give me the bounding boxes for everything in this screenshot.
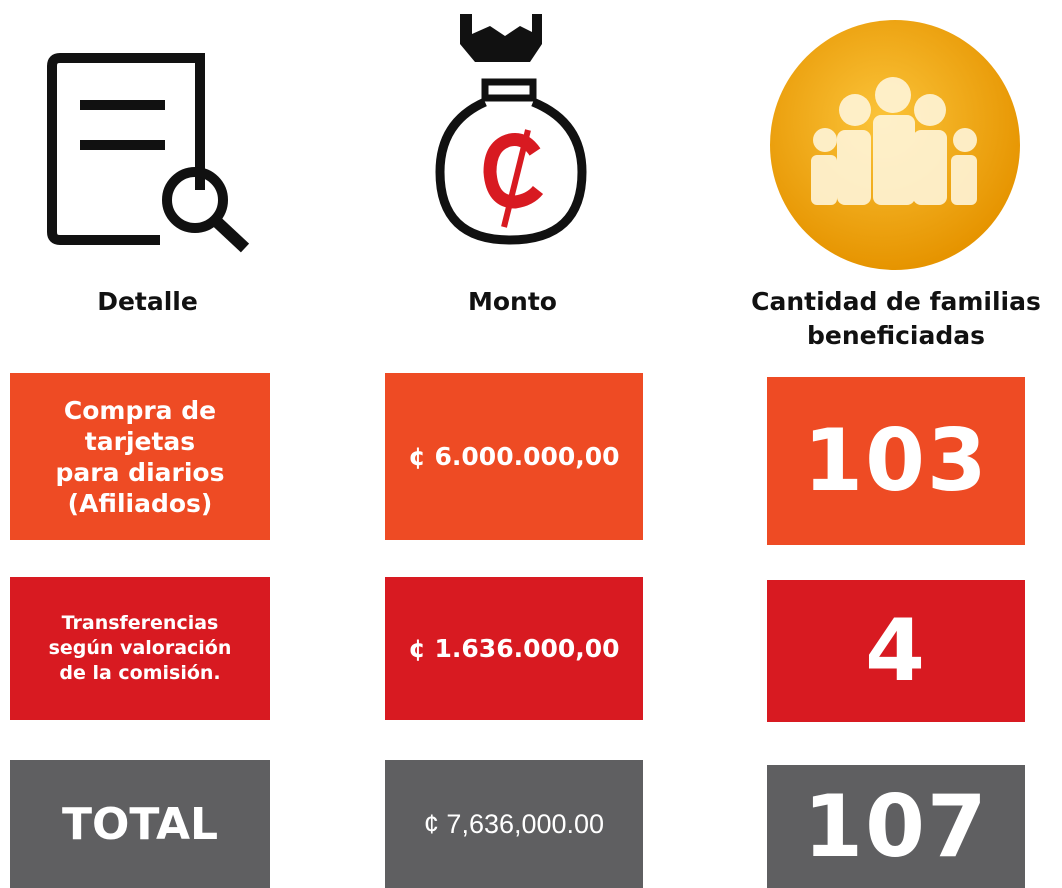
text-line: ¢ 7,636,000.00 — [423, 808, 605, 839]
text-line: ¢ 1.636.000,00 — [408, 634, 620, 663]
text-line: Transferencias — [61, 612, 219, 634]
text-line: Cantidad de familias — [751, 287, 1041, 316]
column-header: Detalle — [40, 285, 255, 319]
families-cell: 107 — [767, 765, 1025, 888]
text-line: 107 — [803, 776, 989, 877]
text-line: de la comisión. — [59, 662, 221, 684]
text-line: ¢ 6.000.000,00 — [408, 442, 620, 471]
text-line: (Afiliados) — [67, 488, 213, 518]
column-header: Monto — [420, 285, 605, 319]
amount-cell: ¢ 7,636,000.00 — [385, 760, 643, 888]
text-line: beneficiadas — [806, 321, 986, 350]
column-header: Cantidad de familias beneficiadas — [730, 285, 1062, 353]
text-line: Monto — [468, 287, 557, 316]
text-line: Detalle — [97, 287, 198, 316]
families-cell: 103 — [767, 377, 1025, 545]
text-line: para diarios — [55, 457, 225, 487]
detail-cell: Transferencias según valoración de la comi… — [10, 577, 270, 720]
detail-icon — [47, 53, 250, 253]
amount-cell: ¢ 1.636.000,00 — [385, 577, 643, 720]
money-bag-icon — [435, 14, 587, 245]
text-line: según valoración — [48, 637, 232, 659]
text-line: Compra de — [63, 395, 217, 425]
families-icon — [770, 20, 1020, 270]
amount-cell: ¢ 6.000.000,00 — [385, 373, 643, 540]
text-line: TOTAL — [61, 798, 219, 850]
text-line: 4 — [865, 601, 927, 701]
text-line: 103 — [803, 411, 989, 511]
families-cell: 4 — [767, 580, 1025, 722]
text-line: tarjetas — [84, 426, 196, 456]
detail-cell: TOTAL — [10, 760, 270, 888]
detail-cell: Compra de tarjetas para diarios (Afiliados) — [10, 373, 270, 540]
